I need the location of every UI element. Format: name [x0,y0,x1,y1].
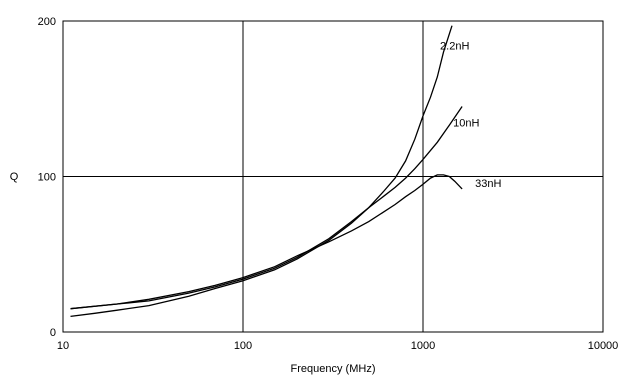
series-label-10nh: 10nH [453,118,479,130]
y-tick-label: 0 [50,327,56,339]
x-tick-label: 10 [57,340,69,352]
tick-labels: 10 100 1000 10000 0 100 200 [38,16,619,352]
series-label-2-2nh: 2.2nH [440,41,469,53]
series-label-33nh: 33nH [475,178,501,190]
series-group: 2.2nH 10nH 33nH [70,25,502,318]
x-tick-label: 10000 [588,340,619,352]
y-tick-label: 200 [38,16,56,28]
x-tick-label: 1000 [411,340,435,352]
x-tick-label: 100 [234,340,252,352]
y-tick-label: 100 [38,172,56,184]
x-axis-label: Frequency (MHz) [291,363,376,375]
grid [63,21,603,332]
series-line-10nh [70,106,463,310]
series-line-2-2nh [70,25,453,318]
y-axis-label: Q [10,171,19,183]
series-line-33nh [70,174,463,310]
